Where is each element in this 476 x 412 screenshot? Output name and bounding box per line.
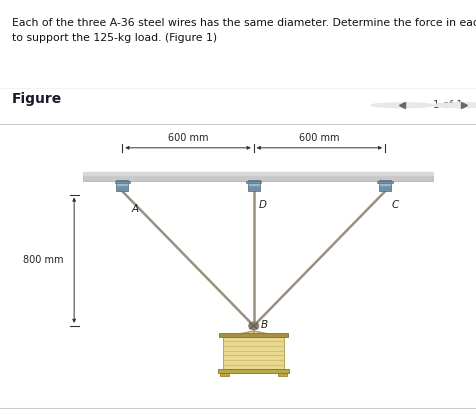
- Text: Each of the three A-36 steel wires has the same diameter. Determine the force in: Each of the three A-36 steel wires has t…: [12, 18, 476, 42]
- Bar: [379, 180, 391, 191]
- Circle shape: [371, 103, 433, 108]
- Bar: [83, 173, 433, 181]
- Text: 600 mm: 600 mm: [168, 133, 208, 143]
- Bar: [219, 333, 288, 337]
- Text: 1 of 1: 1 of 1: [433, 100, 463, 110]
- Bar: [278, 373, 287, 376]
- Bar: [220, 373, 229, 376]
- Circle shape: [249, 322, 258, 330]
- Bar: [223, 337, 284, 369]
- Bar: [246, 181, 261, 183]
- Text: D: D: [259, 200, 267, 210]
- Text: Figure: Figure: [12, 92, 62, 106]
- Bar: [118, 182, 127, 185]
- Text: C: C: [392, 200, 399, 210]
- Bar: [380, 182, 390, 185]
- Bar: [249, 182, 258, 185]
- Bar: [377, 181, 393, 183]
- Bar: [116, 180, 129, 191]
- Text: 600 mm: 600 mm: [299, 133, 340, 143]
- Text: A: A: [131, 204, 138, 214]
- Bar: [248, 180, 260, 191]
- Circle shape: [433, 103, 476, 108]
- Text: B: B: [261, 320, 268, 330]
- Bar: [115, 181, 130, 183]
- Bar: [83, 173, 433, 175]
- Bar: [218, 369, 289, 373]
- Text: 800 mm: 800 mm: [23, 255, 63, 265]
